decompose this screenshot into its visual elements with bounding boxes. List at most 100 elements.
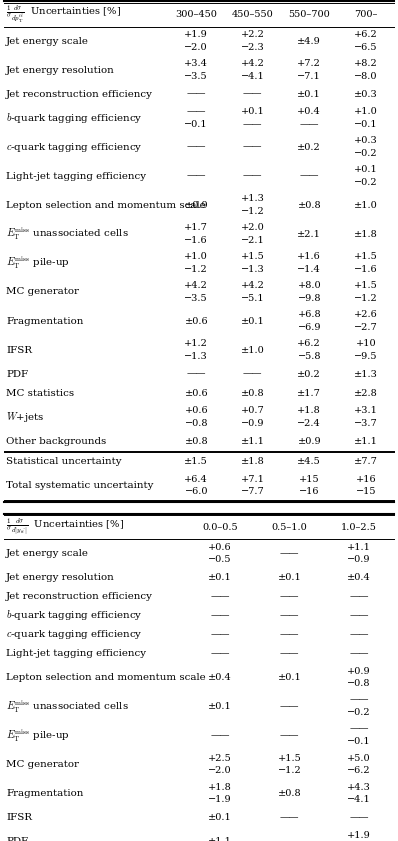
Text: −0.2: −0.2 [354,178,378,187]
Text: MC generator: MC generator [6,760,79,769]
Text: ——: —— [349,813,369,822]
Text: −1.3: −1.3 [184,352,208,361]
Text: ±1.0: ±1.0 [241,346,265,355]
Text: +6.8: +6.8 [297,310,321,319]
Text: ±0.9: ±0.9 [297,436,321,446]
Text: ±1.0: ±1.0 [354,200,378,209]
Text: ——: —— [187,369,206,378]
Text: +0.1: +0.1 [354,165,378,174]
Text: ±1.8: ±1.8 [241,457,265,466]
Text: −6.9: −6.9 [297,323,321,332]
Text: ±1.7: ±1.7 [297,389,321,398]
Text: ±0.8: ±0.8 [241,389,265,398]
Text: +2.6: +2.6 [354,310,378,319]
Text: +2.2: +2.2 [241,30,265,40]
Text: $\mathit{b}$-quark tagging efficiency: $\mathit{b}$-quark tagging efficiency [6,111,143,125]
Text: Total systematic uncertainty: Total systematic uncertainty [6,481,153,490]
Text: $E_{\mathrm{T}}^{\mathrm{miss}}$ pile-up: $E_{\mathrm{T}}^{\mathrm{miss}}$ pile-up [6,727,70,743]
Text: Statistical uncertainty: Statistical uncertainty [6,457,121,466]
Text: −0.1: −0.1 [354,120,378,129]
Text: +16: +16 [355,474,376,484]
Text: −0.5: −0.5 [208,555,232,564]
Text: ——: —— [210,630,230,639]
Text: −0.1: −0.1 [184,120,208,129]
Text: +1.9: +1.9 [184,30,208,40]
Text: ±0.8: ±0.8 [184,436,208,446]
Text: +1.2: +1.2 [184,339,208,348]
Text: ——: —— [243,120,263,129]
Text: Fragmentation: Fragmentation [6,789,83,798]
Text: $\mathit{c}$-quark tagging efficiency: $\mathit{c}$-quark tagging efficiency [6,628,143,641]
Text: $\mathit{c}$-quark tagging efficiency: $\mathit{c}$-quark tagging efficiency [6,140,143,154]
Text: $E_{\mathrm{T}}^{\mathrm{miss}}$ unassociated cells: $E_{\mathrm{T}}^{\mathrm{miss}}$ unassoc… [6,225,129,242]
Text: ±1.1: ±1.1 [241,436,265,446]
Text: $\frac{1}{\sigma}\frac{d\sigma}{dp_{\mathrm{T}}^{t\bar{t}}}$  Uncertainties [%]: $\frac{1}{\sigma}\frac{d\sigma}{dp_{\mat… [6,3,121,25]
Text: ——: —— [280,837,299,841]
Text: +1.9: +1.9 [347,831,371,839]
Text: −5.8: −5.8 [297,352,321,361]
Text: +4.3: +4.3 [347,783,371,791]
Text: +4.2: +4.2 [241,59,265,68]
Text: ——: —— [187,172,206,181]
Text: Other backgrounds: Other backgrounds [6,436,106,446]
Text: +0.9: +0.9 [347,667,371,675]
Text: PDF: PDF [6,369,28,378]
Text: 450–550: 450–550 [232,10,274,19]
Text: ±0.1: ±0.1 [297,89,321,98]
Text: −3.7: −3.7 [354,419,378,428]
Text: IFSR: IFSR [6,813,32,822]
Text: −0.1: −0.1 [347,738,371,746]
Text: −6.0: −6.0 [185,488,208,496]
Text: $W$+jets: $W$+jets [6,410,45,424]
Text: ——: —— [187,89,206,98]
Text: −1.4: −1.4 [297,265,321,274]
Text: −7.7: −7.7 [241,488,265,496]
Text: −6.2: −6.2 [347,766,371,775]
Text: Jet energy scale: Jet energy scale [6,549,89,558]
Text: ——: —— [280,549,299,558]
Text: +1.5: +1.5 [241,252,265,261]
Text: +5.0: +5.0 [347,754,371,763]
Text: ±4.9: ±4.9 [297,36,321,45]
Text: +1.5: +1.5 [354,281,378,290]
Text: +1.5: +1.5 [278,754,301,763]
Text: ——: —— [243,89,263,98]
Text: +1.0: +1.0 [184,252,208,261]
Text: +1.0: +1.0 [354,107,378,116]
Text: ——: —— [280,813,299,822]
Text: ±1.3: ±1.3 [354,369,378,378]
Text: ±7.7: ±7.7 [354,457,378,466]
Text: −5.1: −5.1 [241,294,265,303]
Text: ——: —— [300,120,319,129]
Text: −0.9: −0.9 [347,555,371,564]
Text: ——: —— [349,725,369,733]
Text: MC statistics: MC statistics [6,389,74,398]
Text: ±0.1: ±0.1 [241,316,265,325]
Text: +4.2: +4.2 [241,281,265,290]
Text: ——: —— [280,731,299,740]
Text: +1.1: +1.1 [347,542,371,552]
Text: −1.2: −1.2 [354,294,378,303]
Text: $E_{\mathrm{T}}^{\mathrm{miss}}$ pile-up: $E_{\mathrm{T}}^{\mathrm{miss}}$ pile-up [6,255,70,272]
Text: +6.4: +6.4 [184,474,208,484]
Text: +0.4: +0.4 [297,107,321,116]
Text: 1.0–2.5: 1.0–2.5 [341,522,377,532]
Text: +3.1: +3.1 [354,406,378,415]
Text: −3.5: −3.5 [184,294,208,303]
Text: Light-jet tagging efficiency: Light-jet tagging efficiency [6,172,146,181]
Text: ——: —— [349,592,369,601]
Text: ±1.8: ±1.8 [354,230,378,239]
Text: ——: —— [210,649,230,658]
Text: 0.5–1.0: 0.5–1.0 [271,522,307,532]
Text: +7.2: +7.2 [297,59,321,68]
Text: −2.1: −2.1 [241,235,265,245]
Text: ——: —— [210,611,230,620]
Text: ±0.1: ±0.1 [208,813,232,822]
Text: Lepton selection and momentum scale: Lepton selection and momentum scale [6,673,206,682]
Text: 0.0–0.5: 0.0–0.5 [202,522,238,532]
Text: Jet energy resolution: Jet energy resolution [6,573,115,582]
Text: −0.2: −0.2 [347,708,371,717]
Text: ±0.2: ±0.2 [297,142,321,151]
Text: ±0.6: ±0.6 [184,316,208,325]
Text: −1.2: −1.2 [184,265,208,274]
